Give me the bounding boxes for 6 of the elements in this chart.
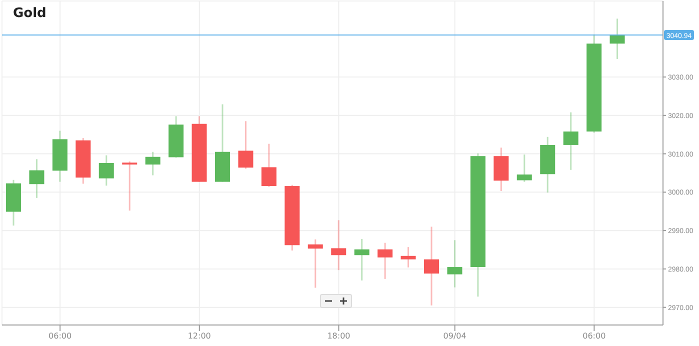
- x-tick-label: 18:00: [327, 332, 350, 341]
- chart-title: Gold: [13, 6, 46, 21]
- x-tick-label: 12:00: [188, 332, 211, 341]
- x-tick-label: 09/04: [443, 332, 466, 341]
- x-tick-label: 06:00: [582, 332, 606, 341]
- x-tick-label: 06:00: [48, 332, 72, 341]
